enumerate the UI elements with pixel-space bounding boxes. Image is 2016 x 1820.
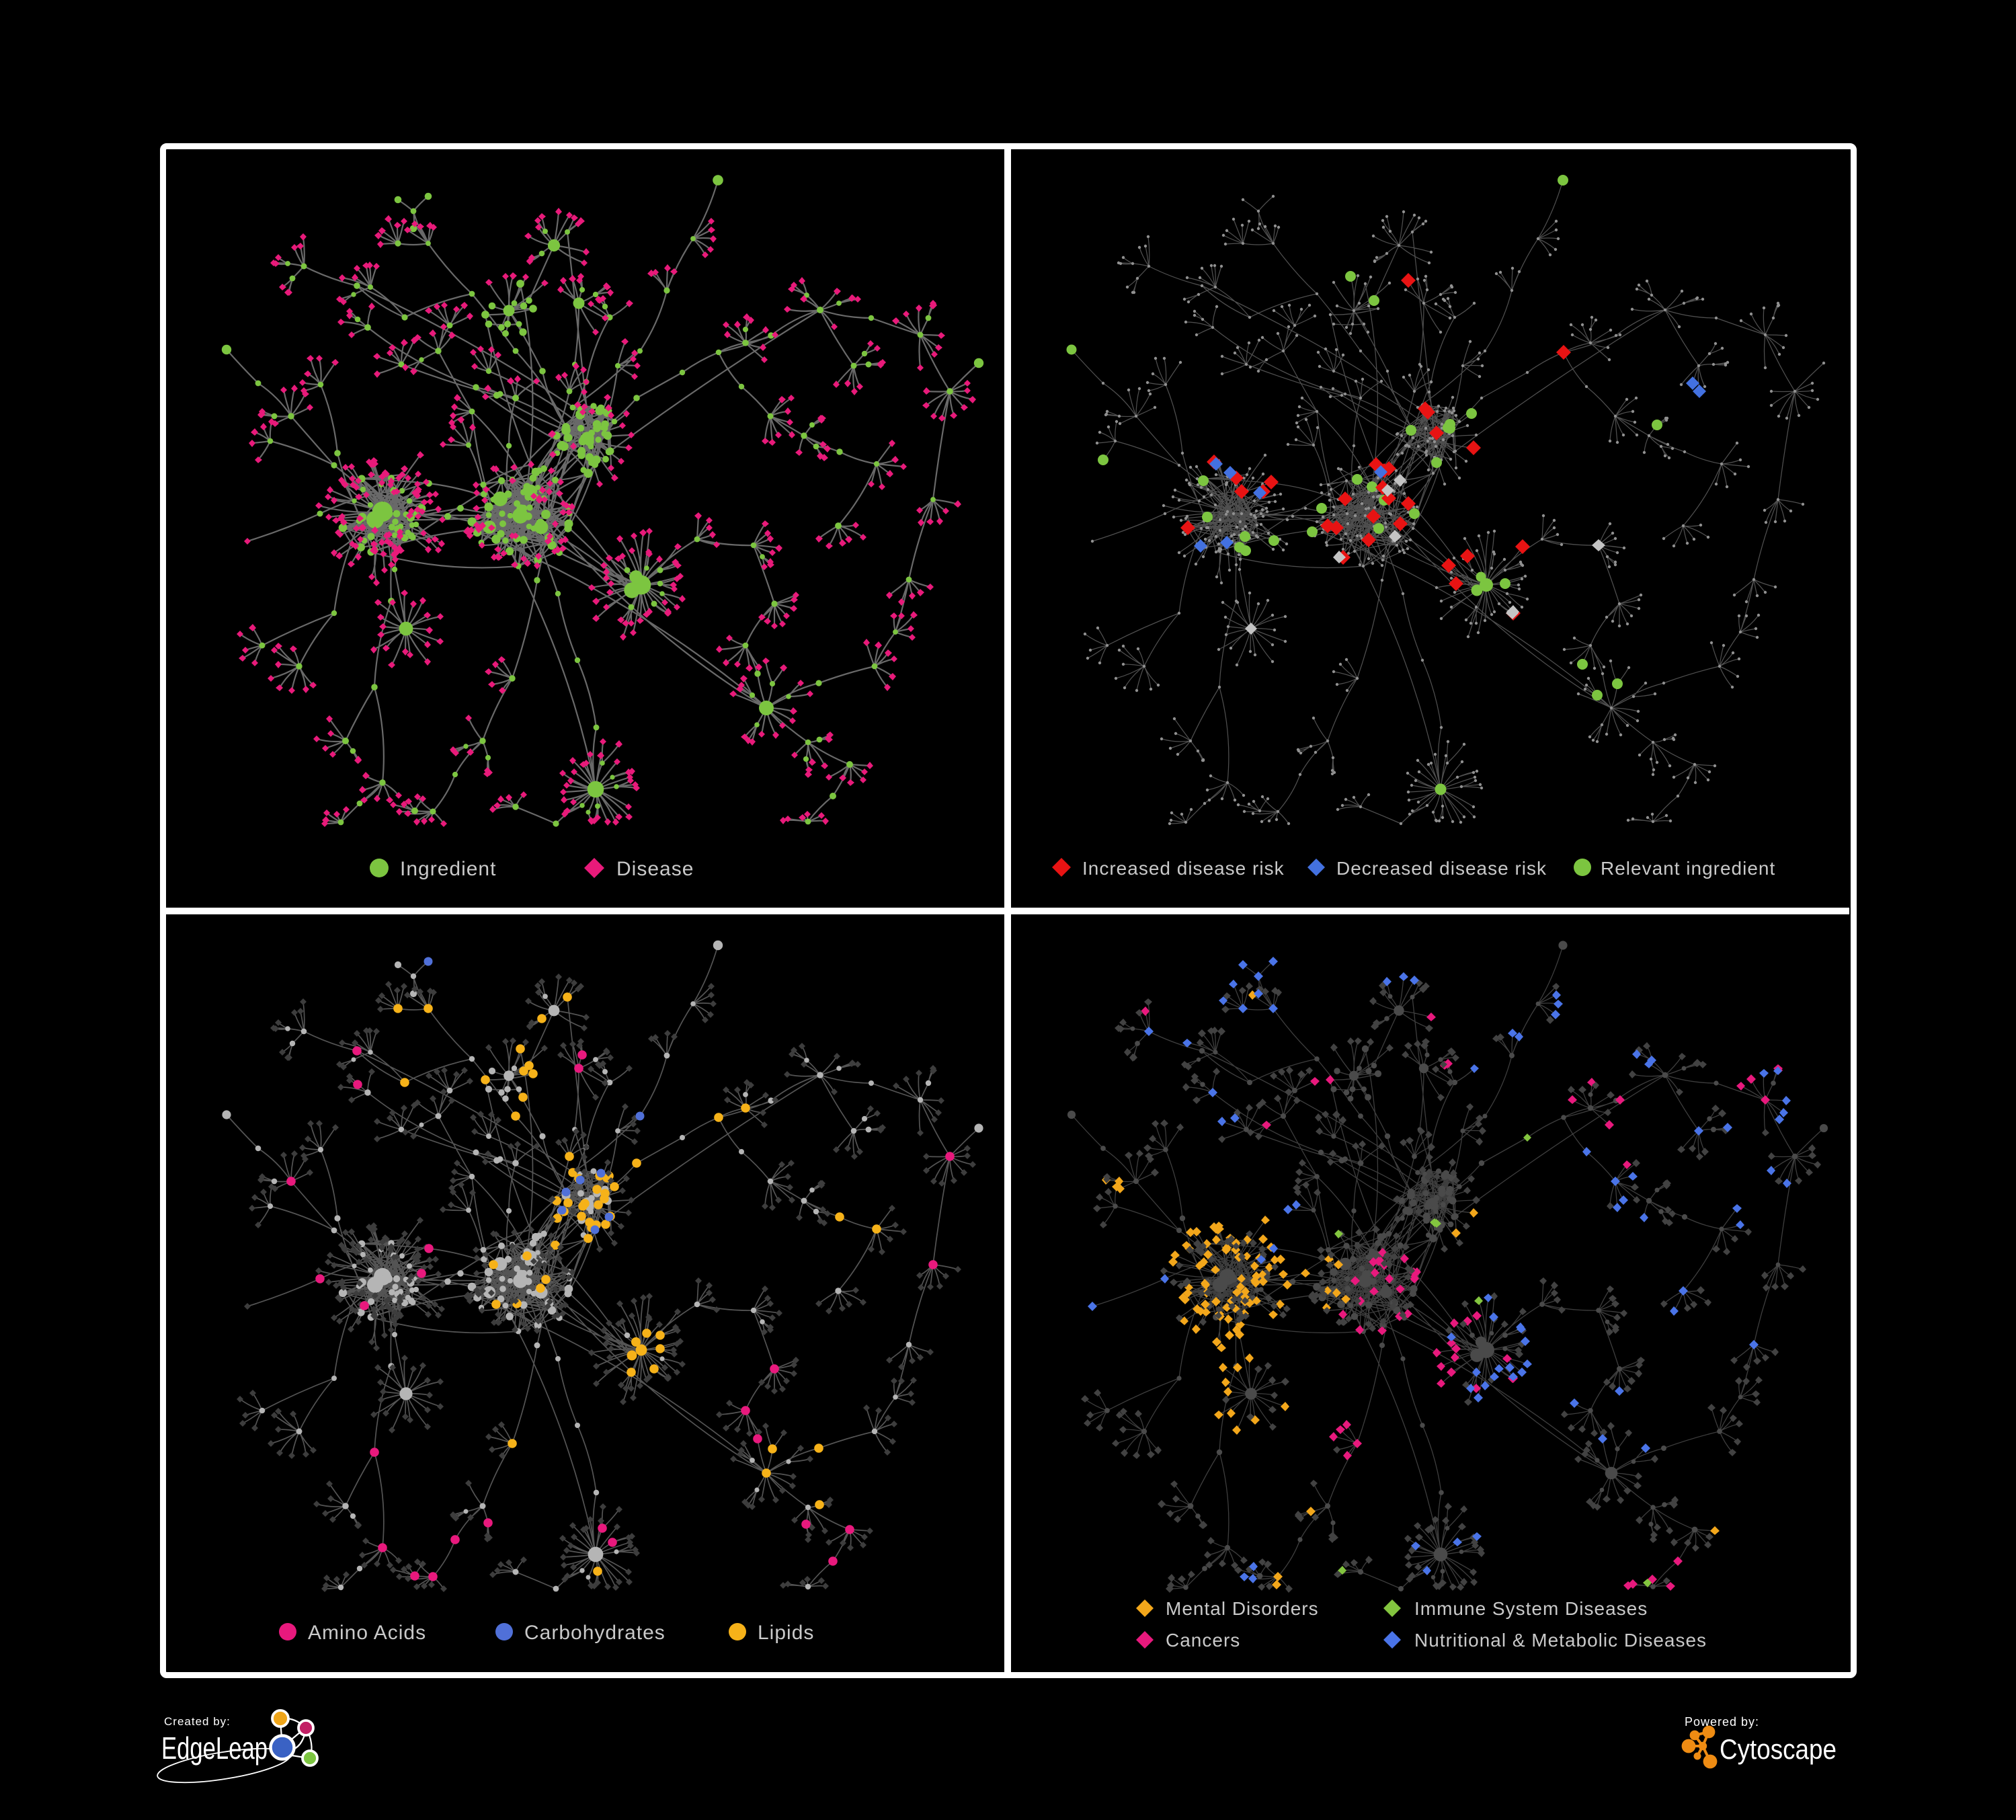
svg-text:EdgeLeap: EdgeLeap: [161, 1731, 268, 1766]
svg-text:Decreased disease risk: Decreased disease risk: [1336, 858, 1547, 879]
svg-text:Amino Acids: Amino Acids: [308, 1622, 426, 1644]
svg-text:Nutritional & Metabolic Diseas: Nutritional & Metabolic Diseases: [1414, 1630, 1707, 1651]
svg-text:Cytoscape: Cytoscape: [1720, 1733, 1837, 1765]
svg-text:Cancers: Cancers: [1166, 1630, 1240, 1651]
svg-text:Lipids: Lipids: [758, 1622, 814, 1644]
svg-text:Carbohydrates: Carbohydrates: [524, 1622, 666, 1644]
svg-text:Relevant ingredient: Relevant ingredient: [1601, 858, 1775, 879]
svg-text:Increased disease risk: Increased disease risk: [1082, 858, 1285, 879]
svg-text:Created by:: Created by:: [164, 1715, 231, 1728]
svg-text:Ingredient: Ingredient: [400, 858, 496, 880]
svg-text:Immune System Diseases: Immune System Diseases: [1414, 1598, 1648, 1619]
svg-text:Disease: Disease: [616, 858, 694, 880]
svg-text:Mental Disorders: Mental Disorders: [1166, 1598, 1319, 1619]
svg-text:Powered by:: Powered by:: [1685, 1715, 1759, 1729]
